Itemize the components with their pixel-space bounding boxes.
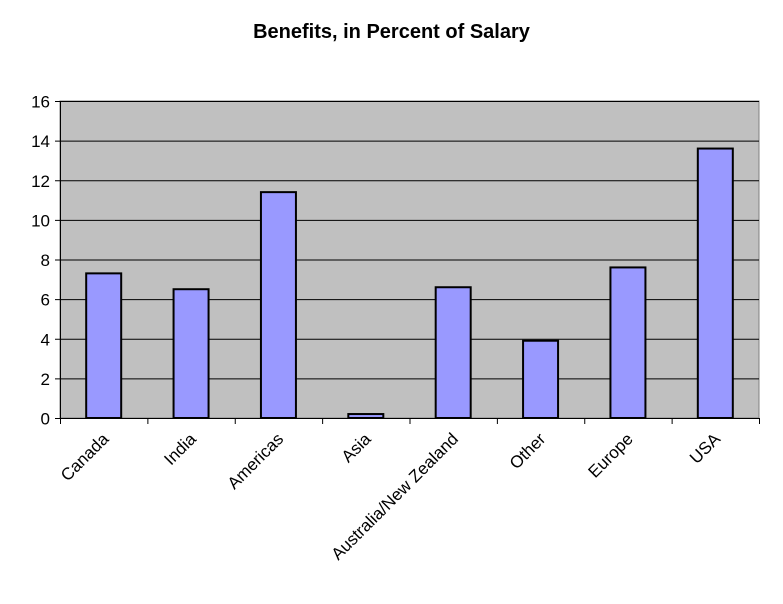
bar-canada — [85, 272, 123, 419]
bar-americas — [259, 191, 297, 419]
gridlines — [60, 101, 759, 380]
x-tick-label: Canada — [57, 429, 113, 485]
bar-other — [522, 339, 560, 420]
x-tick-label: Other — [506, 429, 550, 473]
y-tick-label: 10 — [31, 211, 50, 230]
x-tick-label: Asia — [338, 429, 375, 466]
bar-australia-new-zealand — [434, 286, 472, 419]
bar-usa — [696, 147, 734, 420]
x-tick-label: Europe — [585, 429, 637, 481]
y-tick-label: 8 — [41, 251, 50, 270]
bar-europe — [609, 266, 647, 419]
axes — [60, 101, 760, 424]
bars — [85, 147, 734, 420]
x-tick-label: Americas — [224, 429, 288, 493]
y-tick-label: 12 — [31, 172, 50, 191]
y-tick-label: 14 — [31, 132, 50, 151]
y-tick-label: 16 — [31, 93, 50, 112]
bar-asia — [347, 413, 385, 420]
y-tick-label: 6 — [41, 291, 50, 310]
bar-india — [172, 288, 210, 419]
y-tick-label: 2 — [41, 370, 50, 389]
chart-title: Benefits, in Percent of Salary — [253, 21, 530, 43]
x-tick-label: India — [160, 429, 200, 469]
y-tick-labels: 0 2 4 6 8 10 12 14 16 — [31, 93, 60, 429]
x-tick-label: USA — [686, 429, 725, 468]
y-tick-label: 0 — [41, 410, 50, 429]
y-tick-label: 4 — [41, 330, 50, 349]
